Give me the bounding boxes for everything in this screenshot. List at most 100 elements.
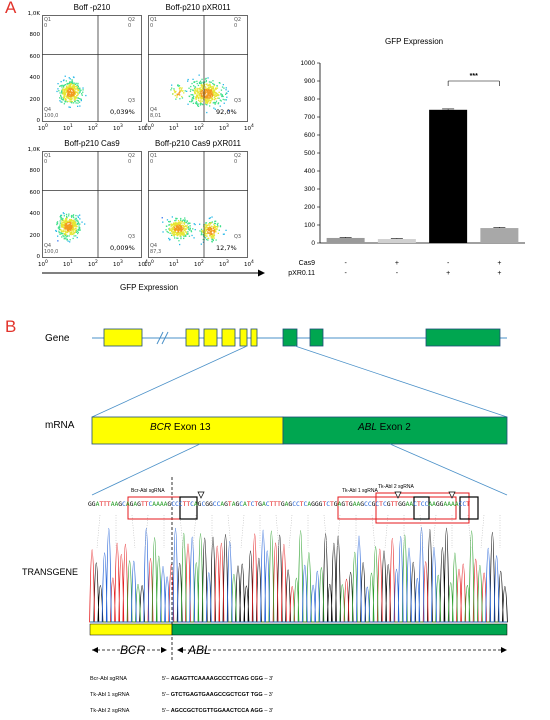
flow-event-dot <box>72 230 74 232</box>
flow-event-dot <box>78 98 81 100</box>
flow-event-dot <box>73 223 75 225</box>
abl-arrow-head <box>177 647 183 653</box>
base-call-guide <box>480 514 485 549</box>
guide-sequence-suffix: – 3' <box>262 676 274 682</box>
flow-event-dot <box>62 222 64 224</box>
flow-event-dot <box>180 233 183 235</box>
flow-event-dot <box>66 87 68 89</box>
flow-event-dot <box>175 221 177 223</box>
flow-event-dot <box>63 219 65 221</box>
flow-event-dot <box>222 95 224 98</box>
flow-event-dot <box>173 233 175 235</box>
flow-x-tick-exponent: 3 <box>226 124 229 129</box>
mrna-abl-exon-text: Exon 2 <box>376 422 411 433</box>
flow-event-dot <box>65 226 67 229</box>
flow-event-dot <box>184 229 186 231</box>
flow-event-dot <box>69 85 71 87</box>
flow-event-dot <box>206 228 208 230</box>
flow-event-dot <box>61 101 63 103</box>
flow-event-dot <box>170 223 173 225</box>
flow-event-dot <box>210 96 212 98</box>
flow-event-dot <box>196 87 198 90</box>
flow-event-dot <box>177 220 180 222</box>
flow-event-dot <box>63 215 65 217</box>
condition-sign: - <box>344 260 347 267</box>
flow-x-tick-base: 10 <box>63 125 70 132</box>
flow-event-dot <box>181 95 183 98</box>
bcr-abl-sgrna-label: Bcr-Abl sgRNA <box>131 488 165 494</box>
flow-event-dot <box>71 232 73 235</box>
flow-event-dot <box>171 228 173 231</box>
flow-x-tick-base: 10 <box>169 125 176 132</box>
quadrant-label-q2: Q2 0 <box>128 17 136 29</box>
flow-event-dot <box>64 230 66 232</box>
flow-event-dot <box>75 224 77 226</box>
flow-event-dot <box>207 91 209 93</box>
flow-event-dot <box>201 86 203 88</box>
quadrant-label-q3: 0,009% <box>110 244 135 252</box>
flow-x-tick-exponent: 1 <box>70 124 73 129</box>
gene-exon-bcr <box>239 328 248 347</box>
flow-event-dot <box>64 75 66 77</box>
sequence-base: C <box>292 501 296 508</box>
sequence-base: C <box>212 501 217 508</box>
flow-event-dot <box>69 93 71 96</box>
sequence-base: C <box>122 501 126 508</box>
flow-event-dot <box>77 97 79 99</box>
flow-event-dot <box>178 92 180 94</box>
sequence-base: T <box>186 501 191 508</box>
flow-event-dot <box>194 88 196 90</box>
guide-sequence-prefix: 5'– <box>162 692 171 698</box>
gfp-axis-arrow <box>42 269 265 277</box>
sequence-base: C <box>250 501 255 508</box>
abl-arrow-label: ABL <box>188 643 211 657</box>
flow-event-dot <box>201 230 203 233</box>
flow-event-dot <box>191 94 193 96</box>
flow-event-dot <box>63 92 65 94</box>
sequence-base: T <box>103 501 107 508</box>
quadrant-label-q2: Q2 0 <box>234 17 242 29</box>
flow-event-dot <box>178 233 180 236</box>
flow-event-dot <box>195 96 197 98</box>
flow-event-dot <box>208 229 210 231</box>
flow-event-dot <box>180 222 183 224</box>
flow-event-dot <box>210 228 212 230</box>
flow-event-dot <box>205 103 207 105</box>
flow-event-dot <box>206 228 209 230</box>
sequence-base: T <box>390 501 395 508</box>
sequence-base: G <box>435 501 440 508</box>
flow-x-tick: 100 <box>144 260 154 268</box>
flow-event-dot <box>216 87 219 89</box>
flow-event-dot <box>200 234 202 236</box>
flow-event-dot <box>64 97 66 100</box>
flow-event-dot <box>207 237 210 239</box>
flow-event-dot <box>64 227 66 229</box>
sequence-base: A <box>307 501 312 508</box>
flow-event-dot <box>68 228 70 230</box>
flow-event-dot <box>70 233 72 235</box>
flow-event-dot <box>79 229 81 231</box>
flow-event-dot <box>200 101 202 103</box>
flow-event-dot <box>200 88 202 91</box>
chromatogram-traces <box>89 514 508 623</box>
flow-event-dot <box>62 235 64 237</box>
flow-event-dot <box>210 222 213 224</box>
flow-event-dot <box>210 89 212 91</box>
flow-event-dot <box>65 227 67 229</box>
quadrant-label-q4: Q4 87,3 <box>150 243 162 255</box>
sequence-base: T <box>273 501 278 508</box>
flow-event-dot <box>178 88 181 90</box>
quadrant-label-q3-tag: Q3 <box>234 98 242 104</box>
condition-row-label: pXR0.11 <box>288 270 315 277</box>
flow-event-dot <box>60 214 62 217</box>
flow-event-dot <box>221 95 223 98</box>
flow-event-dot <box>197 105 199 107</box>
flow-event-dot <box>74 98 76 100</box>
flow-event-dot <box>198 94 201 96</box>
flow-event-dot <box>71 232 73 234</box>
flow-event-dot <box>191 234 193 237</box>
flow-event-dot <box>213 227 215 229</box>
flow-event-dot <box>61 236 63 238</box>
flow-event-dot <box>177 85 179 87</box>
flow-plot <box>42 15 142 122</box>
